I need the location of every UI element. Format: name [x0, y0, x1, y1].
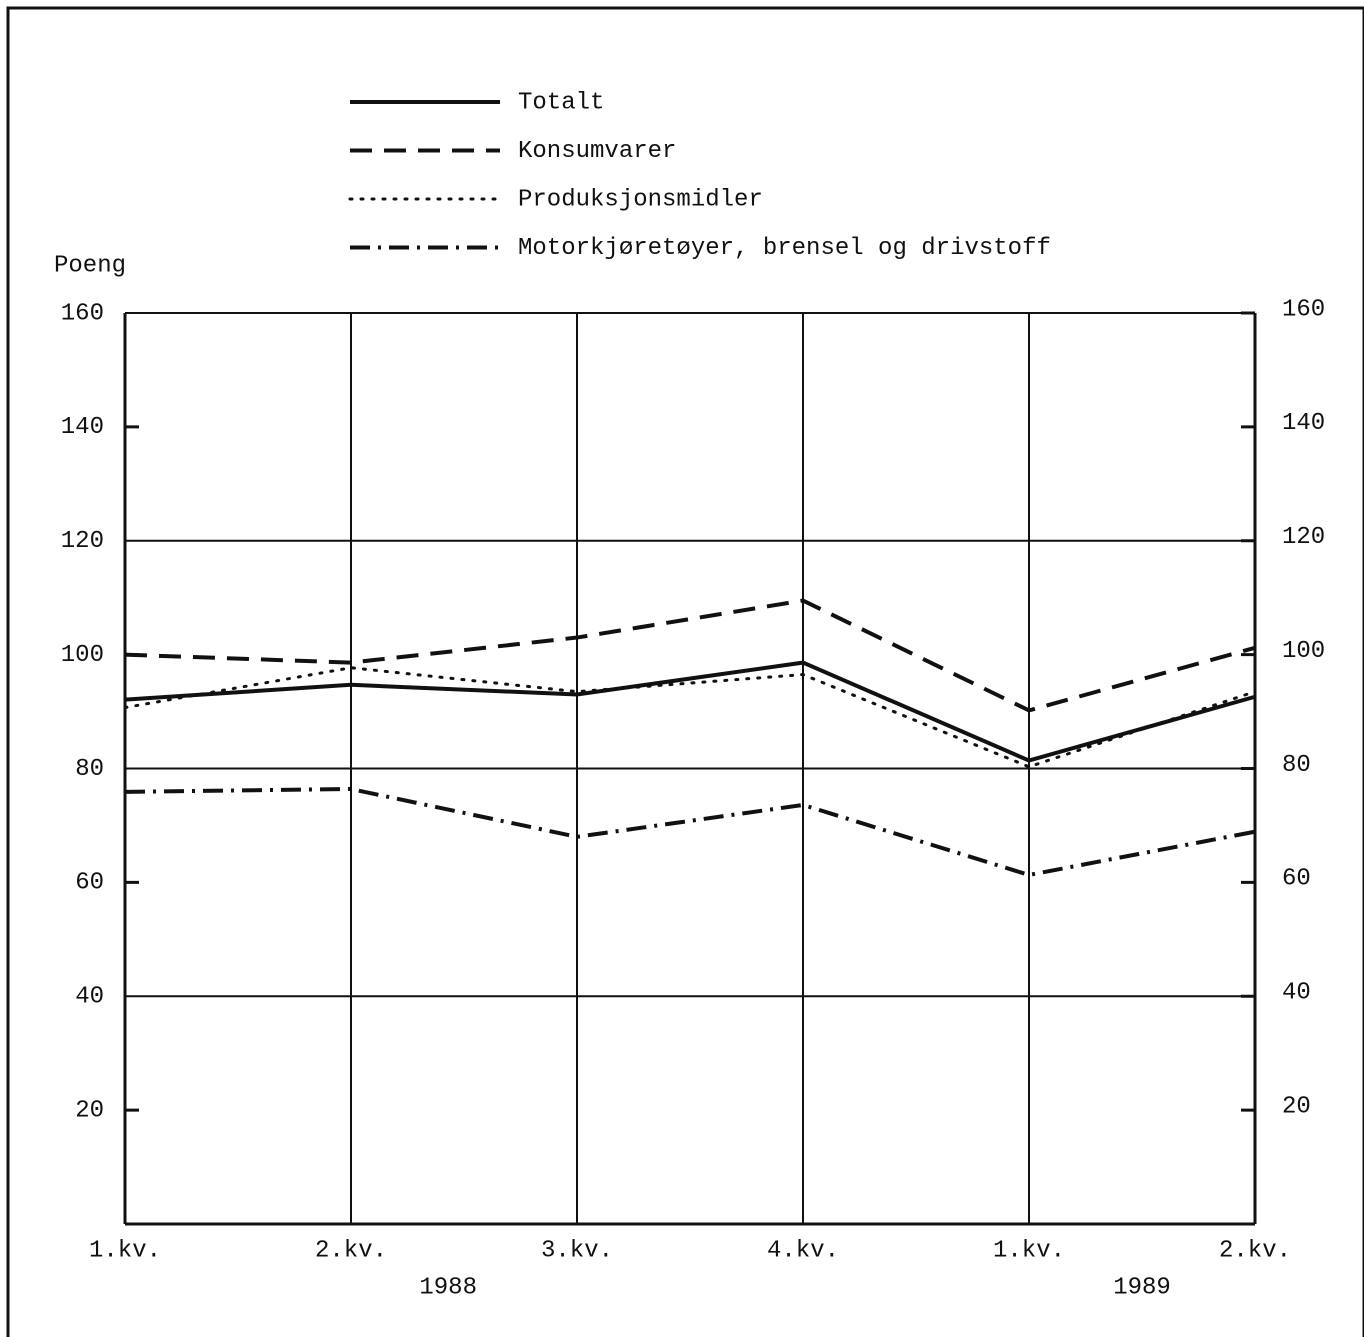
x-tick-label: 2.kv. [1219, 1237, 1291, 1264]
x-tick-label: 3.kv. [541, 1237, 613, 1264]
frame [6, 6, 1364, 1337]
series-line [124, 660, 1256, 763]
legend-label: Totalt [518, 89, 604, 116]
x-tick-label: 1.kv. [993, 1237, 1065, 1264]
series-line [123, 666, 1257, 769]
y-tick-label: 40 [75, 984, 104, 1011]
year-label: 1989 [1113, 1274, 1171, 1301]
y2-tick-label: 100 [1282, 638, 1325, 665]
y2-tick-label: 60 [1282, 866, 1311, 893]
y-tick-label: 120 [61, 528, 104, 555]
y2-tick-label: 80 [1282, 752, 1311, 779]
legend-label: Konsumvarer [518, 138, 676, 165]
x-tick-label: 1.kv. [89, 1237, 161, 1264]
series-line [124, 598, 1256, 713]
x-tick-label: 4.kv. [767, 1237, 839, 1264]
y-tick-label: 60 [75, 870, 104, 897]
y2-tick-label: 160 [1282, 296, 1325, 323]
y-tick-label: 140 [61, 414, 104, 441]
y-tick-label: 160 [61, 300, 104, 327]
y2-tick-label: 120 [1282, 524, 1325, 551]
series-line [124, 786, 1256, 878]
y-tick-label: 100 [61, 642, 104, 669]
y-tick-label: 80 [75, 756, 104, 783]
y2-tick-label: 140 [1282, 410, 1325, 437]
y-axis-label: Poeng [54, 252, 126, 279]
legend-label: Motorkjøretøyer, brensel og drivstoff [518, 235, 1051, 262]
legend-label: Produksjonsmidler [518, 186, 763, 213]
y-tick-label: 20 [75, 1097, 104, 1124]
x-tick-label: 2.kv. [315, 1237, 387, 1264]
y2-tick-label: 20 [1282, 1093, 1311, 1120]
y2-tick-label: 40 [1282, 980, 1311, 1007]
year-label: 1988 [419, 1274, 477, 1301]
